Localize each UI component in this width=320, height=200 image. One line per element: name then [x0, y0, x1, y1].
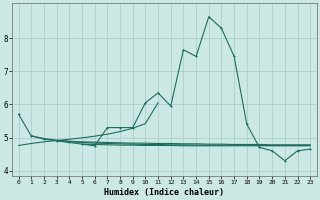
X-axis label: Humidex (Indice chaleur): Humidex (Indice chaleur)	[104, 188, 224, 197]
